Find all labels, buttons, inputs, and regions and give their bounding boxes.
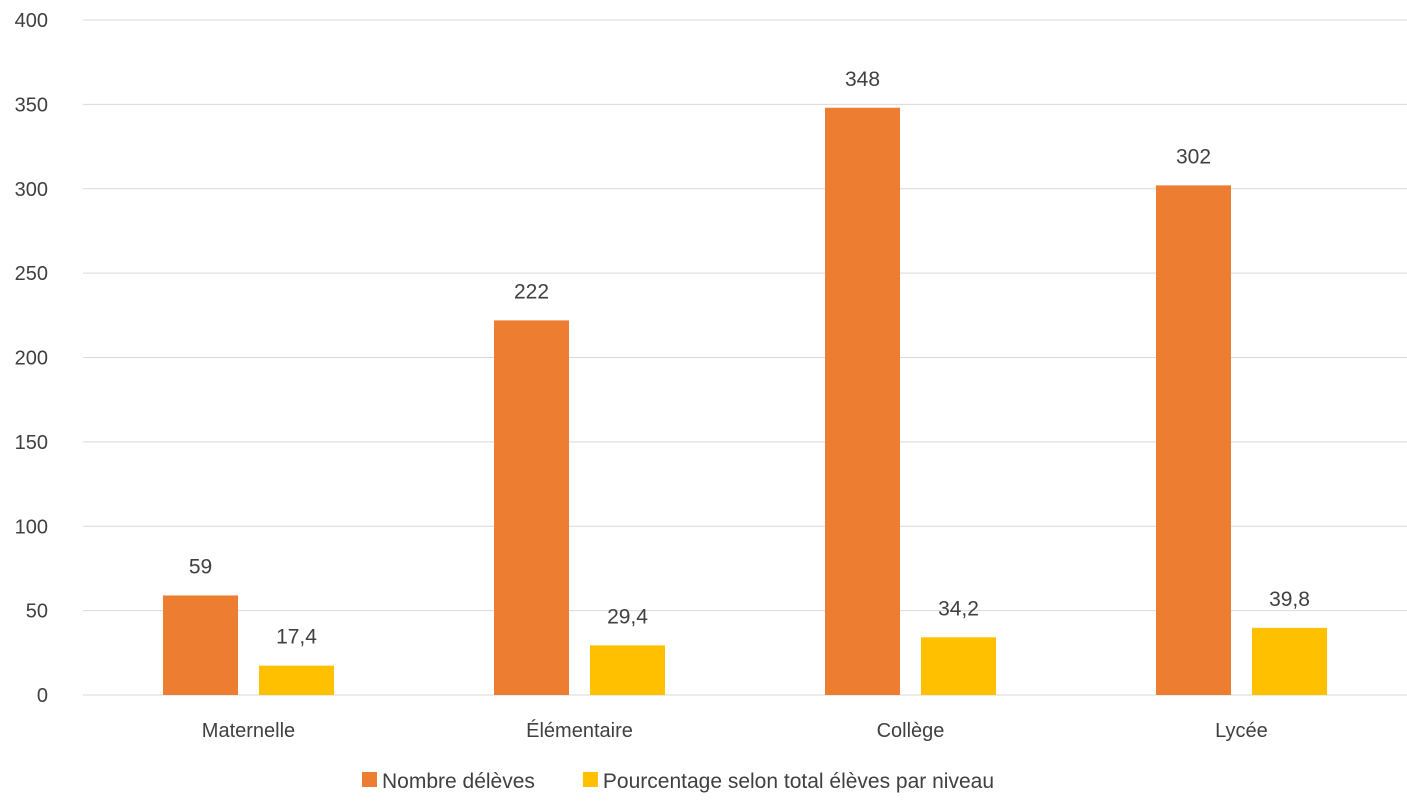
bar-eleves-3 [1156, 185, 1231, 695]
bar-eleves-0 [163, 595, 238, 695]
y-tick-label: 400 [15, 10, 48, 32]
data-labels: 59 17,4 222 29,4 348 34,2 302 39,8 [189, 68, 1310, 649]
data-label: 34,2 [938, 597, 979, 620]
y-tick-label: 350 [15, 94, 48, 116]
data-label: 17,4 [276, 626, 317, 649]
x-tick-label: Lycée [1215, 720, 1268, 742]
bar-pourcentage-0 [259, 665, 334, 695]
x-tick-label: Élémentaire [526, 719, 633, 742]
legend: Nombre délèves Pourcentage selon total él… [362, 770, 994, 793]
data-label: 348 [845, 68, 880, 91]
x-axis-tick-labels: Maternelle Élémentaire Collège Lycée [202, 719, 1268, 742]
legend-label-0: Nombre délèves [382, 770, 535, 793]
x-tick-label: Collège [877, 720, 945, 742]
y-tick-label: 300 [15, 179, 48, 201]
bar-eleves-1 [494, 320, 569, 695]
data-label: 302 [1176, 145, 1211, 168]
bar-pourcentage-3 [1252, 627, 1327, 695]
y-tick-label: 250 [15, 263, 48, 285]
bars [163, 107, 1327, 695]
legend-label-1: Pourcentage selon total élèves par nivea… [603, 770, 994, 793]
y-axis-tick-labels: 0 50 100 150 200 250 300 350 400 [15, 10, 48, 707]
data-label: 29,4 [607, 605, 648, 628]
bar-pourcentage-2 [921, 637, 996, 695]
y-tick-label: 100 [15, 516, 48, 538]
y-tick-label: 200 [15, 348, 48, 370]
gridlines [83, 19, 1407, 696]
y-tick-label: 150 [15, 432, 48, 454]
data-label: 59 [189, 555, 212, 578]
bar-eleves-2 [825, 107, 900, 695]
data-label: 222 [514, 280, 549, 303]
x-tick-label: Maternelle [202, 720, 295, 742]
legend-swatch-0 [362, 772, 377, 787]
y-tick-label: 50 [26, 601, 48, 623]
legend-swatch-1 [582, 772, 598, 787]
y-tick-label: 0 [37, 685, 48, 707]
data-label: 39,8 [1269, 588, 1310, 611]
bar-pourcentage-1 [590, 645, 665, 695]
